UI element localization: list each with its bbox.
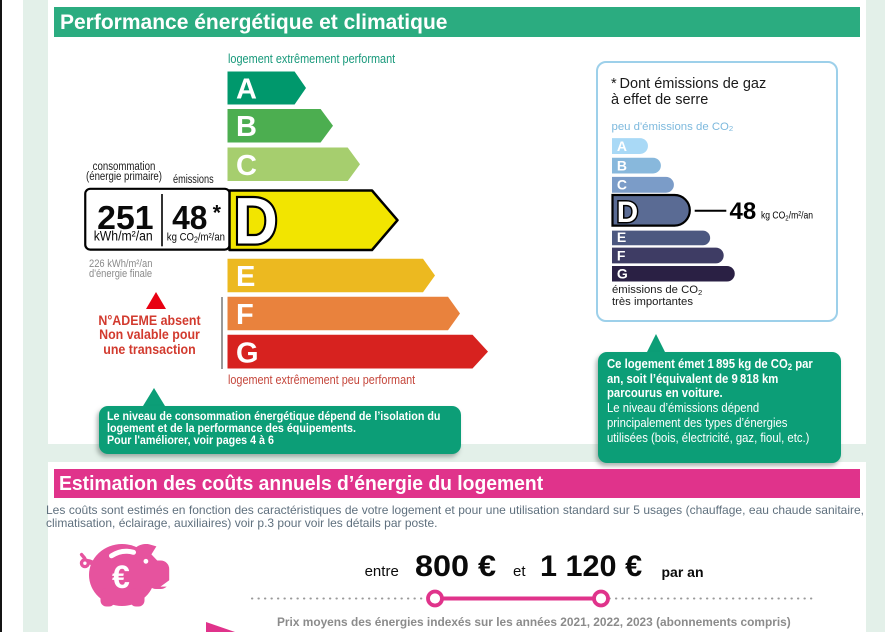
- svg-text:kg CO2/m²/an: kg CO2/m²/an: [167, 232, 225, 245]
- svg-text:G: G: [236, 337, 259, 369]
- svg-text:48: 48: [172, 199, 207, 236]
- svg-text:€: €: [112, 559, 130, 595]
- svg-text:F: F: [236, 299, 254, 331]
- svg-text:G: G: [617, 265, 628, 281]
- svg-text:A: A: [236, 73, 257, 105]
- svg-text:D: D: [234, 183, 278, 257]
- svg-text:251: 251: [97, 199, 153, 236]
- svg-text:B: B: [617, 157, 627, 173]
- svg-text:C: C: [236, 150, 257, 182]
- svg-text:E: E: [617, 229, 626, 245]
- svg-text:F: F: [617, 247, 626, 263]
- svg-text:kg CO2/m²/an: kg CO2/m²/an: [761, 210, 813, 223]
- svg-text:C: C: [617, 177, 627, 193]
- svg-text:kWh/m²/an: kWh/m²/an: [94, 229, 153, 244]
- svg-text:*: *: [213, 202, 222, 225]
- svg-text:48: 48: [730, 198, 757, 225]
- svg-text:E: E: [236, 261, 255, 293]
- svg-text:D: D: [617, 196, 638, 229]
- svg-text:B: B: [236, 111, 257, 143]
- svg-text:A: A: [617, 138, 627, 154]
